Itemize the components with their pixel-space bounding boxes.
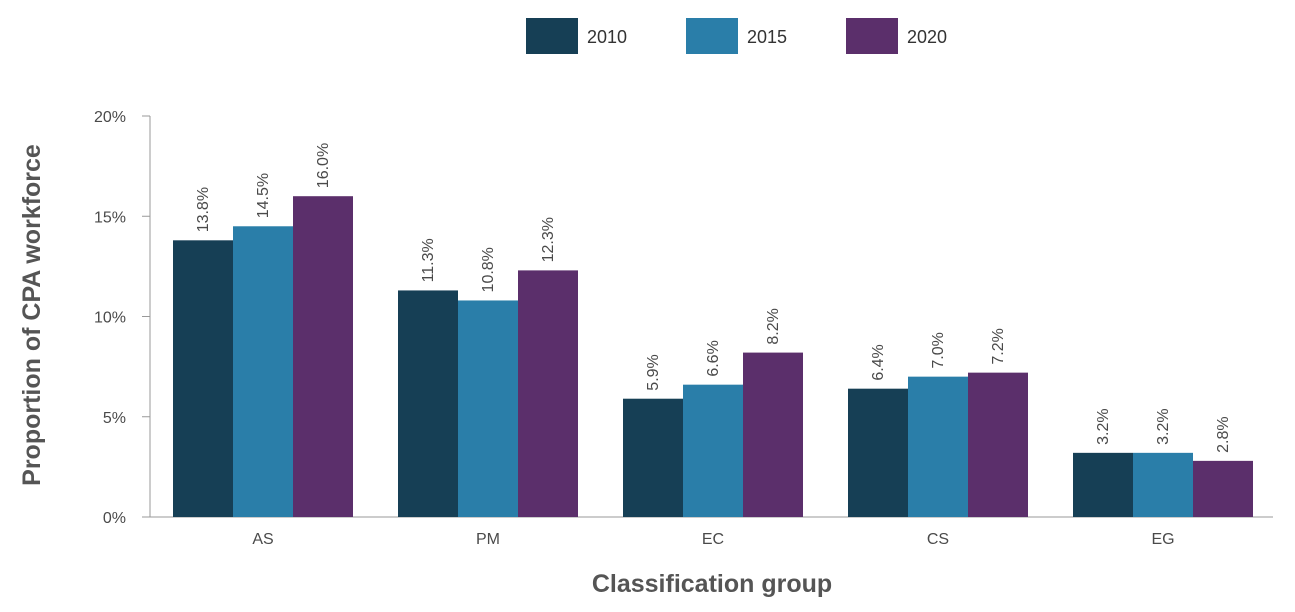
data-label: 6.6% <box>705 340 722 376</box>
y-axis: 0% 5% 10% 15% 20% <box>94 109 151 527</box>
y-tick-label: 20% <box>94 109 126 126</box>
bar-2020-CS <box>968 372 1028 517</box>
data-label: 8.2% <box>765 308 782 344</box>
bar-2015-EG <box>1133 452 1193 517</box>
bar-2020-PM <box>518 270 578 517</box>
x-tick-label: EC <box>702 531 724 548</box>
data-label: 6.4% <box>870 344 887 380</box>
data-label: 7.2% <box>990 328 1007 364</box>
y-axis-title: Proportion of CPA workforce <box>18 144 46 486</box>
data-label: 16.0% <box>315 143 332 188</box>
bar-2015-CS <box>908 376 968 517</box>
y-tick-label: 10% <box>94 310 126 327</box>
bar-2010-PM <box>398 290 458 517</box>
data-label: 10.8% <box>480 247 497 292</box>
data-label: 5.9% <box>645 354 662 390</box>
y-tick-label: 5% <box>103 410 126 427</box>
bar-2015-EC <box>683 384 743 517</box>
bar-2010-AS <box>173 240 233 517</box>
x-tick-label: EG <box>1151 531 1174 548</box>
x-tick-label: CS <box>927 531 949 548</box>
x-axis: AS PM EC CS EG <box>150 516 1273 548</box>
data-label: 11.3% <box>420 238 437 282</box>
legend-swatch-2010 <box>526 18 578 54</box>
bar-2015-PM <box>458 300 518 517</box>
bar-2010-CS <box>848 388 908 517</box>
y-tick-label: 0% <box>103 510 126 527</box>
bar-2020-EG <box>1193 460 1253 517</box>
data-label: 2.8% <box>1215 416 1232 452</box>
data-label: 14.5% <box>255 173 272 218</box>
legend-swatch-2015 <box>686 18 738 54</box>
bars-group <box>173 196 1253 517</box>
bar-2015-AS <box>233 226 293 517</box>
bar-2010-EG <box>1073 452 1133 517</box>
legend: 2010 2015 2020 <box>526 18 947 54</box>
data-label: 3.2% <box>1155 408 1172 444</box>
data-labels-group: 13.8% 11.3% 5.9% 6.4% 3.2% 14.5% 10.8% 6.6% 7.0%… <box>195 143 1232 453</box>
bar-2020-AS <box>293 196 353 517</box>
bar-2010-EC <box>623 398 683 517</box>
data-label: 3.2% <box>1095 408 1112 444</box>
x-tick-label: PM <box>476 531 500 548</box>
legend-label: 2015 <box>747 27 787 47</box>
data-label: 12.3% <box>540 217 557 262</box>
x-tick-label: AS <box>252 531 273 548</box>
legend-label: 2010 <box>587 27 627 47</box>
legend-label: 2020 <box>907 27 947 47</box>
data-label: 13.8% <box>195 187 212 232</box>
y-tick-label: 15% <box>94 209 126 226</box>
legend-swatch-2020 <box>846 18 898 54</box>
bar-2020-EC <box>743 352 803 517</box>
data-label: 7.0% <box>930 332 947 368</box>
x-axis-title: Classification group <box>592 570 832 598</box>
